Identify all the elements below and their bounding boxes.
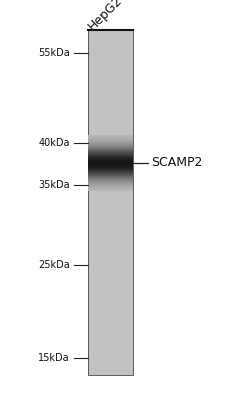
Bar (88, 169, 133, 170)
Bar (88, 186, 133, 187)
Text: 15kDa: 15kDa (38, 353, 70, 363)
Bar (88, 178, 133, 179)
Bar (88, 157, 133, 158)
Bar (88, 149, 133, 150)
Bar (88, 187, 133, 188)
Bar (88, 162, 133, 163)
Bar (88, 190, 133, 191)
Bar (88, 188, 133, 189)
Bar (88, 184, 133, 185)
Bar (88, 165, 133, 166)
Bar (88, 166, 133, 167)
Bar (88, 181, 133, 182)
Bar (88, 170, 133, 171)
Bar (88, 148, 133, 149)
Bar (88, 137, 133, 138)
Bar (88, 174, 133, 175)
Bar (88, 145, 133, 146)
Bar (88, 30, 133, 375)
Bar (88, 139, 133, 140)
Bar (88, 173, 133, 174)
Bar (88, 159, 133, 160)
Text: SCAMP2: SCAMP2 (151, 156, 202, 170)
Bar (88, 152, 133, 153)
Bar (88, 183, 133, 184)
Bar (88, 185, 133, 186)
Bar (88, 167, 133, 168)
Bar (88, 143, 133, 144)
Bar (88, 30, 133, 375)
Text: HepG2: HepG2 (86, 0, 125, 33)
Bar (88, 176, 133, 177)
Bar (88, 146, 133, 147)
Bar (88, 140, 133, 141)
Bar (88, 153, 133, 154)
Text: 35kDa: 35kDa (38, 180, 70, 190)
Bar (88, 154, 133, 155)
Bar (88, 168, 133, 169)
Bar (88, 138, 133, 139)
Bar (88, 163, 133, 164)
Bar (88, 172, 133, 173)
Bar (88, 151, 133, 152)
Bar (88, 175, 133, 176)
Bar (88, 182, 133, 183)
Bar (88, 141, 133, 142)
Bar (88, 156, 133, 157)
Text: 40kDa: 40kDa (39, 138, 70, 148)
Bar (88, 158, 133, 159)
Bar (88, 161, 133, 162)
Bar (88, 142, 133, 143)
Bar (88, 171, 133, 172)
Bar (88, 179, 133, 180)
Bar (88, 164, 133, 165)
Text: 55kDa: 55kDa (38, 48, 70, 58)
Bar (88, 150, 133, 151)
Bar (88, 136, 133, 137)
Bar (88, 144, 133, 145)
Bar (88, 177, 133, 178)
Bar (88, 180, 133, 181)
Bar (88, 155, 133, 156)
Text: 25kDa: 25kDa (38, 260, 70, 270)
Bar (88, 135, 133, 136)
Bar (88, 147, 133, 148)
Bar (88, 189, 133, 190)
Bar (88, 160, 133, 161)
